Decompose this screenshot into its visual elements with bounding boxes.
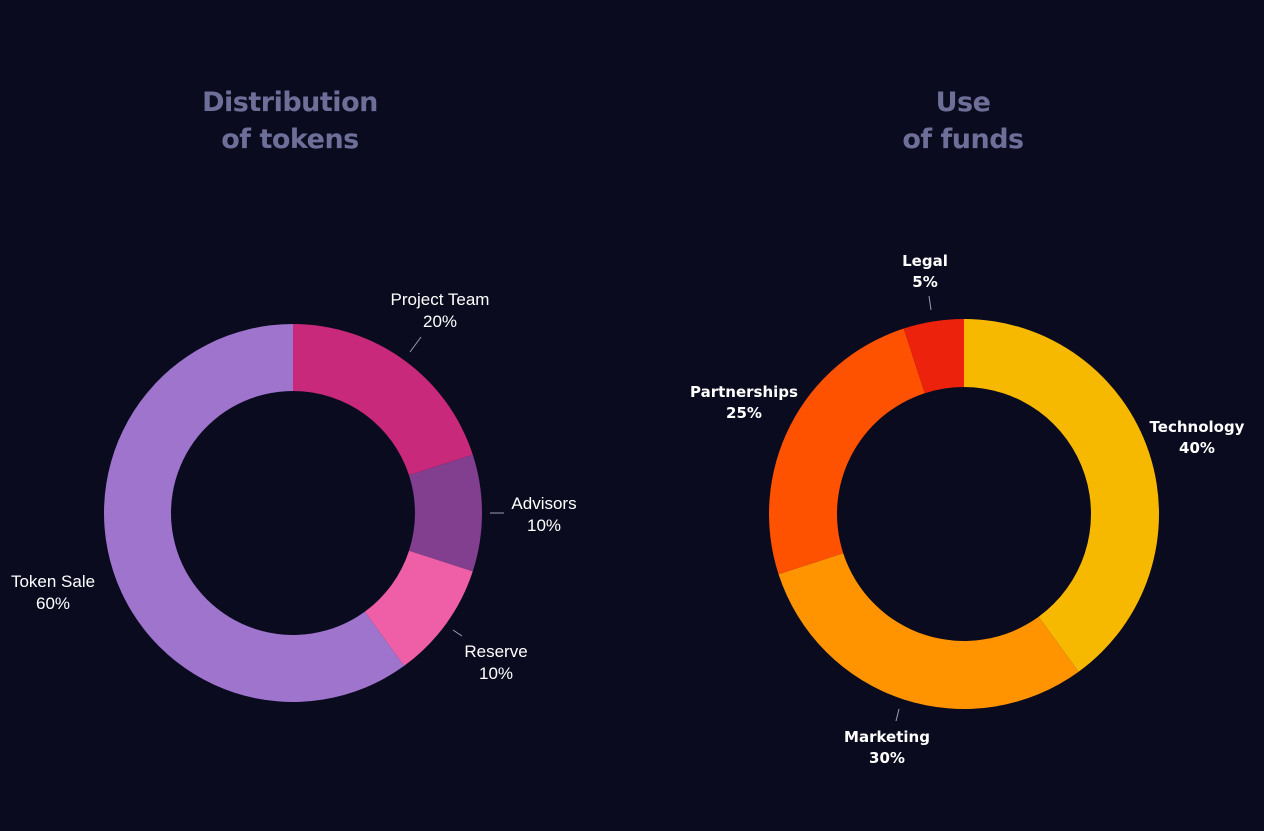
value-label-advisors: 10% [527,516,561,535]
slice-technology [964,319,1159,672]
label-marketing: Marketing [844,728,930,746]
label-advisors: Advisors [511,494,576,513]
value-label-token-sale: 60% [36,594,70,613]
slice-partnerships [769,328,925,575]
value-label-technology: 40% [1179,439,1215,457]
distribution-title-line-1: Distribution [202,87,378,118]
slice-project-team [293,324,473,476]
label-partnerships: Partnerships [690,383,798,401]
value-label-marketing: 30% [869,749,905,767]
slice-advisors [409,454,482,572]
distribution-chart-title: Distribution of tokens [90,84,490,158]
funds-chart-title: Use of funds [763,84,1163,158]
funds-title-line-1: Use [935,87,991,118]
value-label-legal: 5% [912,273,937,291]
leader-line-marketing [895,708,900,722]
leader-line-project-team [409,336,422,353]
distribution-donut: Project Team 20% Advisors 10% Reserve 10% Toke… [11,290,577,702]
value-label-project-team: 20% [423,312,457,331]
value-label-reserve: 10% [479,664,513,683]
funds-title-line-2: of funds [902,124,1024,155]
label-technology: Technology [1150,418,1245,436]
label-project-team: Project Team [391,290,490,309]
slice-token-sale [104,324,405,702]
slice-reserve [364,550,473,666]
funds-donut: Technology 40% Marketing 30% Partnerships 25%… [690,252,1245,767]
label-token-sale: Token Sale [11,572,95,591]
slice-marketing [778,553,1079,710]
distribution-title-line-2: of tokens [221,124,359,155]
value-label-partnerships: 25% [726,404,762,422]
slice-legal [903,319,964,394]
label-reserve: Reserve [464,642,527,661]
leader-line-reserve [452,629,463,637]
leader-line-legal [928,295,932,311]
label-legal: Legal [902,252,948,270]
